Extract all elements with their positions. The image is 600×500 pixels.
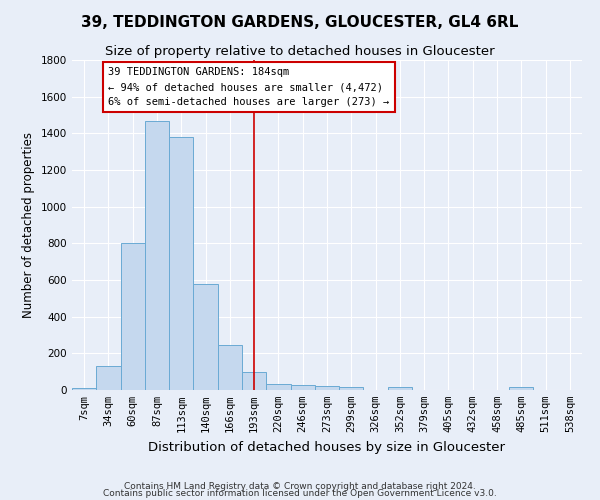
X-axis label: Distribution of detached houses by size in Gloucester: Distribution of detached houses by size …	[149, 440, 505, 454]
Bar	[193, 284, 218, 390]
Bar	[388, 387, 412, 390]
Bar	[339, 387, 364, 390]
Bar	[315, 386, 339, 390]
Bar	[266, 384, 290, 390]
Bar	[218, 345, 242, 390]
Text: Contains HM Land Registry data © Crown copyright and database right 2024.: Contains HM Land Registry data © Crown c…	[124, 482, 476, 491]
Bar	[145, 120, 169, 390]
Bar	[96, 366, 121, 390]
Text: 39, TEDDINGTON GARDENS, GLOUCESTER, GL4 6RL: 39, TEDDINGTON GARDENS, GLOUCESTER, GL4 …	[82, 15, 518, 30]
Bar	[509, 387, 533, 390]
Bar	[121, 244, 145, 390]
Text: Contains public sector information licensed under the Open Government Licence v3: Contains public sector information licen…	[103, 489, 497, 498]
Bar	[169, 137, 193, 390]
Text: 39 TEDDINGTON GARDENS: 184sqm
← 94% of detached houses are smaller (4,472)
6% of: 39 TEDDINGTON GARDENS: 184sqm ← 94% of d…	[109, 68, 389, 107]
Text: Size of property relative to detached houses in Gloucester: Size of property relative to detached ho…	[105, 45, 495, 58]
Y-axis label: Number of detached properties: Number of detached properties	[22, 132, 35, 318]
Bar	[242, 372, 266, 390]
Bar	[72, 388, 96, 390]
Bar	[290, 386, 315, 390]
